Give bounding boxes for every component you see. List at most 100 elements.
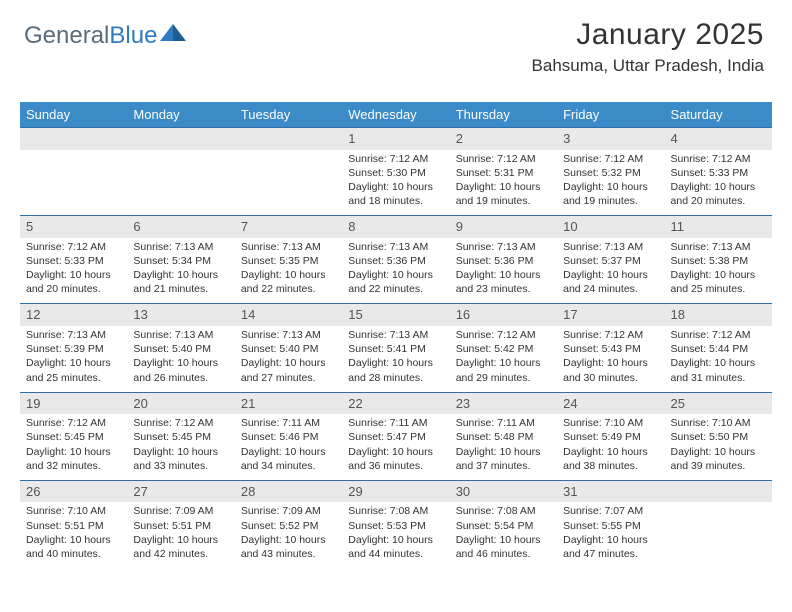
day-number: 29	[342, 480, 449, 503]
day-details: Sunrise: 7:13 AMSunset: 5:41 PMDaylight:…	[342, 326, 449, 389]
daylight-text: Daylight: 10 hours and 42 minutes.	[133, 533, 228, 561]
day-cell: 19Sunrise: 7:12 AMSunset: 5:45 PMDayligh…	[20, 392, 127, 477]
daylight-text: Daylight: 10 hours and 21 minutes.	[133, 268, 228, 296]
dow-header: Thursday	[450, 102, 557, 127]
sunrise-text: Sunrise: 7:12 AM	[348, 152, 443, 166]
daylight-text: Daylight: 10 hours and 23 minutes.	[456, 268, 551, 296]
day-cell: 2Sunrise: 7:12 AMSunset: 5:31 PMDaylight…	[450, 127, 557, 212]
day-number: 15	[342, 303, 449, 326]
daylight-text: Daylight: 10 hours and 29 minutes.	[456, 356, 551, 384]
daylight-text: Daylight: 10 hours and 34 minutes.	[241, 445, 336, 473]
day-cell: 18Sunrise: 7:12 AMSunset: 5:44 PMDayligh…	[665, 303, 772, 388]
daylight-text: Daylight: 10 hours and 24 minutes.	[563, 268, 658, 296]
sunrise-text: Sunrise: 7:12 AM	[456, 328, 551, 342]
sunset-text: Sunset: 5:33 PM	[26, 254, 121, 268]
dow-header: Tuesday	[235, 102, 342, 127]
daylight-text: Daylight: 10 hours and 30 minutes.	[563, 356, 658, 384]
dow-header: Wednesday	[342, 102, 449, 127]
daylight-text: Daylight: 10 hours and 39 minutes.	[671, 445, 766, 473]
dow-header: Friday	[557, 102, 664, 127]
sunset-text: Sunset: 5:39 PM	[26, 342, 121, 356]
day-details: Sunrise: 7:13 AMSunset: 5:38 PMDaylight:…	[665, 238, 772, 301]
logo-text-blue: Blue	[109, 22, 157, 50]
day-details: Sunrise: 7:11 AMSunset: 5:47 PMDaylight:…	[342, 414, 449, 477]
calendar: SundayMondayTuesdayWednesdayThursdayFrid…	[20, 102, 772, 568]
sunset-text: Sunset: 5:31 PM	[456, 166, 551, 180]
sunset-text: Sunset: 5:30 PM	[348, 166, 443, 180]
daylight-text: Daylight: 10 hours and 19 minutes.	[563, 180, 658, 208]
daylight-text: Daylight: 10 hours and 31 minutes.	[671, 356, 766, 384]
day-number: 1	[342, 127, 449, 150]
week-row: ...1Sunrise: 7:12 AMSunset: 5:30 PMDayli…	[20, 127, 772, 215]
day-cell: 24Sunrise: 7:10 AMSunset: 5:49 PMDayligh…	[557, 392, 664, 477]
sunrise-text: Sunrise: 7:11 AM	[241, 416, 336, 430]
sunset-text: Sunset: 5:55 PM	[563, 519, 658, 533]
day-details: Sunrise: 7:09 AMSunset: 5:51 PMDaylight:…	[127, 502, 234, 565]
sunset-text: Sunset: 5:52 PM	[241, 519, 336, 533]
day-number: 18	[665, 303, 772, 326]
day-details: Sunrise: 7:12 AMSunset: 5:45 PMDaylight:…	[20, 414, 127, 477]
day-details: Sunrise: 7:12 AMSunset: 5:45 PMDaylight:…	[127, 414, 234, 477]
daylight-text: Daylight: 10 hours and 22 minutes.	[348, 268, 443, 296]
day-details: Sunrise: 7:12 AMSunset: 5:33 PMDaylight:…	[665, 150, 772, 213]
sunrise-text: Sunrise: 7:09 AM	[241, 504, 336, 518]
day-cell: 6Sunrise: 7:13 AMSunset: 5:34 PMDaylight…	[127, 215, 234, 300]
day-number: 6	[127, 215, 234, 238]
day-number: 2	[450, 127, 557, 150]
sunset-text: Sunset: 5:38 PM	[671, 254, 766, 268]
week-row: 12Sunrise: 7:13 AMSunset: 5:39 PMDayligh…	[20, 303, 772, 391]
day-details: Sunrise: 7:09 AMSunset: 5:52 PMDaylight:…	[235, 502, 342, 565]
sunset-text: Sunset: 5:36 PM	[456, 254, 551, 268]
sunrise-text: Sunrise: 7:13 AM	[26, 328, 121, 342]
logo: GeneralBlue	[24, 22, 186, 50]
daylight-text: Daylight: 10 hours and 40 minutes.	[26, 533, 121, 561]
day-cell: 23Sunrise: 7:11 AMSunset: 5:48 PMDayligh…	[450, 392, 557, 477]
day-number: 10	[557, 215, 664, 238]
day-number: 7	[235, 215, 342, 238]
day-cell: 4Sunrise: 7:12 AMSunset: 5:33 PMDaylight…	[665, 127, 772, 212]
dow-header: Saturday	[665, 102, 772, 127]
day-details: Sunrise: 7:12 AMSunset: 5:31 PMDaylight:…	[450, 150, 557, 213]
sunset-text: Sunset: 5:35 PM	[241, 254, 336, 268]
day-cell: 7Sunrise: 7:13 AMSunset: 5:35 PMDaylight…	[235, 215, 342, 300]
sunset-text: Sunset: 5:42 PM	[456, 342, 551, 356]
day-details: Sunrise: 7:13 AMSunset: 5:36 PMDaylight:…	[450, 238, 557, 301]
day-number: 28	[235, 480, 342, 503]
day-number: 26	[20, 480, 127, 503]
day-number: 24	[557, 392, 664, 415]
day-details: Sunrise: 7:11 AMSunset: 5:48 PMDaylight:…	[450, 414, 557, 477]
sunset-text: Sunset: 5:43 PM	[563, 342, 658, 356]
day-cell: 1Sunrise: 7:12 AMSunset: 5:30 PMDaylight…	[342, 127, 449, 212]
daylight-text: Daylight: 10 hours and 44 minutes.	[348, 533, 443, 561]
day-details: Sunrise: 7:12 AMSunset: 5:42 PMDaylight:…	[450, 326, 557, 389]
daylight-text: Daylight: 10 hours and 46 minutes.	[456, 533, 551, 561]
day-number: 13	[127, 303, 234, 326]
day-cell: .	[665, 480, 772, 565]
sunset-text: Sunset: 5:54 PM	[456, 519, 551, 533]
week-row: 19Sunrise: 7:12 AMSunset: 5:45 PMDayligh…	[20, 392, 772, 480]
daylight-text: Daylight: 10 hours and 18 minutes.	[348, 180, 443, 208]
day-details: Sunrise: 7:12 AMSunset: 5:33 PMDaylight:…	[20, 238, 127, 301]
day-details: Sunrise: 7:07 AMSunset: 5:55 PMDaylight:…	[557, 502, 664, 565]
daylight-text: Daylight: 10 hours and 22 minutes.	[241, 268, 336, 296]
week-row: 5Sunrise: 7:12 AMSunset: 5:33 PMDaylight…	[20, 215, 772, 303]
sunrise-text: Sunrise: 7:12 AM	[133, 416, 228, 430]
sunrise-text: Sunrise: 7:13 AM	[133, 240, 228, 254]
day-number: 8	[342, 215, 449, 238]
day-cell: 12Sunrise: 7:13 AMSunset: 5:39 PMDayligh…	[20, 303, 127, 388]
daylight-text: Daylight: 10 hours and 47 minutes.	[563, 533, 658, 561]
sunrise-text: Sunrise: 7:10 AM	[671, 416, 766, 430]
day-number: 23	[450, 392, 557, 415]
day-details: Sunrise: 7:13 AMSunset: 5:39 PMDaylight:…	[20, 326, 127, 389]
day-details: Sunrise: 7:12 AMSunset: 5:30 PMDaylight:…	[342, 150, 449, 213]
sunset-text: Sunset: 5:50 PM	[671, 430, 766, 444]
day-cell: 9Sunrise: 7:13 AMSunset: 5:36 PMDaylight…	[450, 215, 557, 300]
sunrise-text: Sunrise: 7:08 AM	[348, 504, 443, 518]
week-row: 26Sunrise: 7:10 AMSunset: 5:51 PMDayligh…	[20, 480, 772, 568]
daylight-text: Daylight: 10 hours and 37 minutes.	[456, 445, 551, 473]
sunrise-text: Sunrise: 7:10 AM	[563, 416, 658, 430]
day-details: Sunrise: 7:13 AMSunset: 5:34 PMDaylight:…	[127, 238, 234, 301]
day-number: 17	[557, 303, 664, 326]
sunrise-text: Sunrise: 7:13 AM	[671, 240, 766, 254]
day-details: Sunrise: 7:12 AMSunset: 5:32 PMDaylight:…	[557, 150, 664, 213]
